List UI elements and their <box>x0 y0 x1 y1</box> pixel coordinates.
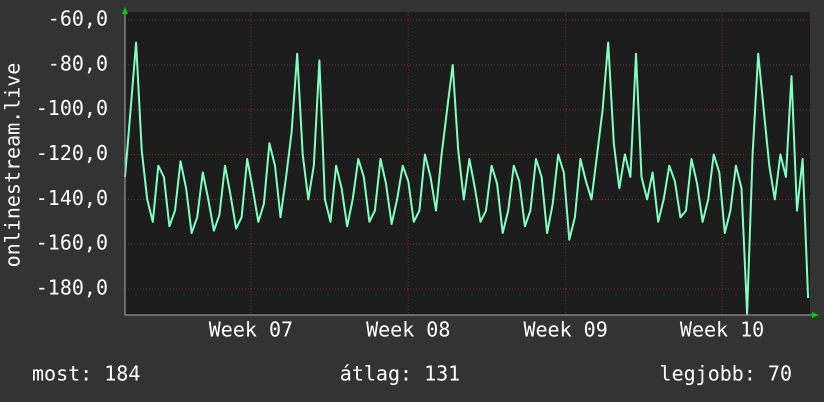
y-tick-label: -120,0 <box>36 141 108 165</box>
y-arrow <box>122 7 128 14</box>
plot-marks <box>124 12 810 315</box>
stat-best: legjobb: 70 <box>660 362 792 386</box>
y-tick-label: -140,0 <box>36 186 108 210</box>
data-line <box>124 41 810 315</box>
stat-average: átlag: 131 <box>340 362 460 386</box>
y-tick-label: -160,0 <box>36 231 108 255</box>
x-arrow <box>812 312 819 318</box>
y-axis-label: onlinestream.live <box>1 63 25 268</box>
y-tick-label: -80,0 <box>48 51 108 75</box>
x-tick-label: Week 09 <box>523 318 607 342</box>
plot-area <box>125 12 810 315</box>
y-tick-label: -100,0 <box>36 96 108 120</box>
x-tick-label: Week 08 <box>366 318 450 342</box>
x-tick-label: Week 10 <box>680 318 764 342</box>
stat-current: most: 184 <box>32 362 140 386</box>
y-tick-label: -180,0 <box>36 276 108 300</box>
x-tick-label: Week 07 <box>209 318 293 342</box>
y-tick-label: -60,0 <box>48 7 108 31</box>
